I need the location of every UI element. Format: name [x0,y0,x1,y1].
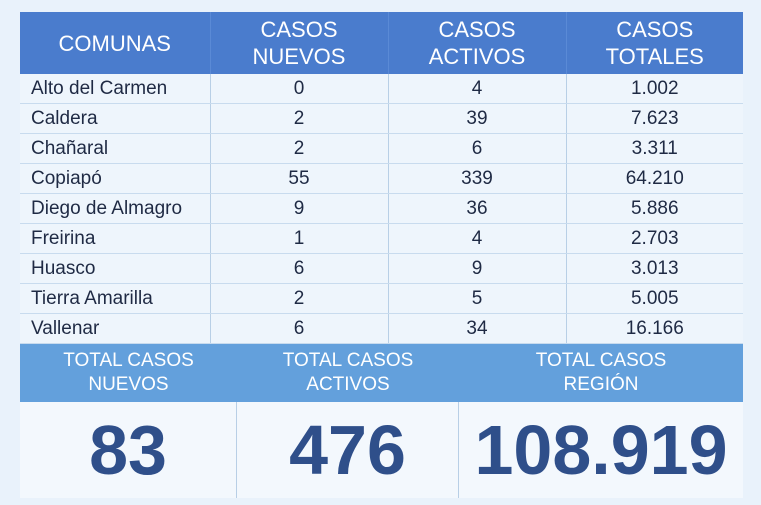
total-activos-label: TOTAL CASOS ACTIVOS [237,344,459,402]
cell-activos: 6 [388,133,567,164]
header-line: TOTALES [605,44,704,69]
cell-comuna: Diego de Almagro [20,193,211,224]
table-row: Alto del Carmen 0 4 1.002 [20,74,743,104]
table-row: Copiapó 55 339 64.210 [20,163,743,194]
cell-activos: 39 [388,103,567,134]
label-line: NUEVOS [88,374,169,395]
cell-comuna: Huasco [20,253,211,284]
cell-comuna: Vallenar [20,313,211,344]
cell-comuna: Freirina [20,223,211,254]
table-row: Diego de Almagro 9 36 5.886 [20,193,743,224]
header-comunas: COMUNAS [20,12,211,74]
cell-nuevos: 0 [210,74,389,104]
cell-nuevos: 55 [210,163,389,194]
cell-nuevos: 2 [210,133,389,164]
total-nuevos-value: 83 [20,402,237,498]
label-line: TOTAL CASOS [282,350,414,371]
table-header-row: COMUNAS CASOS NUEVOS CASOS ACTIVOS CASOS TO… [20,12,743,74]
header-casos-totales: CASOS TOTALES [566,12,743,74]
cell-nuevos: 2 [210,103,389,134]
cell-nuevos: 9 [210,193,389,224]
cases-by-comuna-table: COMUNAS CASOS NUEVOS CASOS ACTIVOS CASOS TO… [20,12,743,344]
cell-activos: 4 [388,74,567,104]
table-row: Caldera 2 39 7.623 [20,103,743,134]
header-line: NUEVOS [252,44,346,69]
cell-activos: 4 [388,223,567,254]
total-region-value: 108.919 [474,411,728,489]
table-row: Tierra Amarilla 2 5 5.005 [20,283,743,314]
header-line: CASOS [260,17,338,42]
cell-totales: 64.210 [566,163,743,194]
cell-comuna: Caldera [20,103,211,134]
cell-totales: 5.886 [566,193,743,224]
cell-activos: 34 [388,313,567,344]
label-line: ACTIVOS [306,374,390,395]
cell-comuna: Alto del Carmen [20,74,211,104]
cell-nuevos: 1 [210,223,389,254]
covid-cases-table-container: COMUNAS CASOS NUEVOS CASOS ACTIVOS CASOS TO… [20,12,743,498]
table-row: Vallenar 6 34 16.166 [20,313,743,344]
cell-comuna: Copiapó [20,163,211,194]
cell-totales: 5.005 [566,283,743,314]
cell-activos: 5 [388,283,567,314]
total-nuevos-label: TOTAL CASOS NUEVOS [20,344,237,402]
header-line: CASOS [616,17,694,42]
cell-totales: 3.013 [566,253,743,284]
cell-nuevos: 6 [210,253,389,284]
cell-comuna: Tierra Amarilla [20,283,211,314]
cell-comuna: Chañaral [20,133,211,164]
header-casos-activos: CASOS ACTIVOS [388,12,567,74]
header-casos-nuevos: CASOS NUEVOS [210,12,389,74]
header-line: CASOS [438,17,516,42]
table-row: Huasco 6 9 3.013 [20,253,743,284]
cell-nuevos: 6 [210,313,389,344]
label-line: REGIÓN [563,374,639,395]
cell-activos: 9 [388,253,567,284]
cell-totales: 7.623 [566,103,743,134]
table-row: Freirina 1 4 2.703 [20,223,743,254]
cell-totales: 2.703 [566,223,743,254]
cell-totales: 3.311 [566,133,743,164]
total-activos-value: 476 [237,402,459,498]
cell-totales: 16.166 [566,313,743,344]
cell-nuevos: 2 [210,283,389,314]
totals-header-row: TOTAL CASOS NUEVOS TOTAL CASOS ACTIVOS TOT… [20,344,743,402]
table-row: Chañaral 2 6 3.311 [20,133,743,164]
total-region-label: TOTAL CASOS REGIÓN [459,344,743,402]
totals-values-row: 83 476 108.919 [20,402,743,498]
label-line: TOTAL CASOS [535,350,667,371]
label-line: TOTAL CASOS [63,350,194,371]
header-line: ACTIVOS [428,44,526,69]
cell-activos: 339 [388,163,567,194]
header-comunas-label: COMUNAS [58,30,171,56]
cell-totales: 1.002 [566,74,743,104]
cell-activos: 36 [388,193,567,224]
